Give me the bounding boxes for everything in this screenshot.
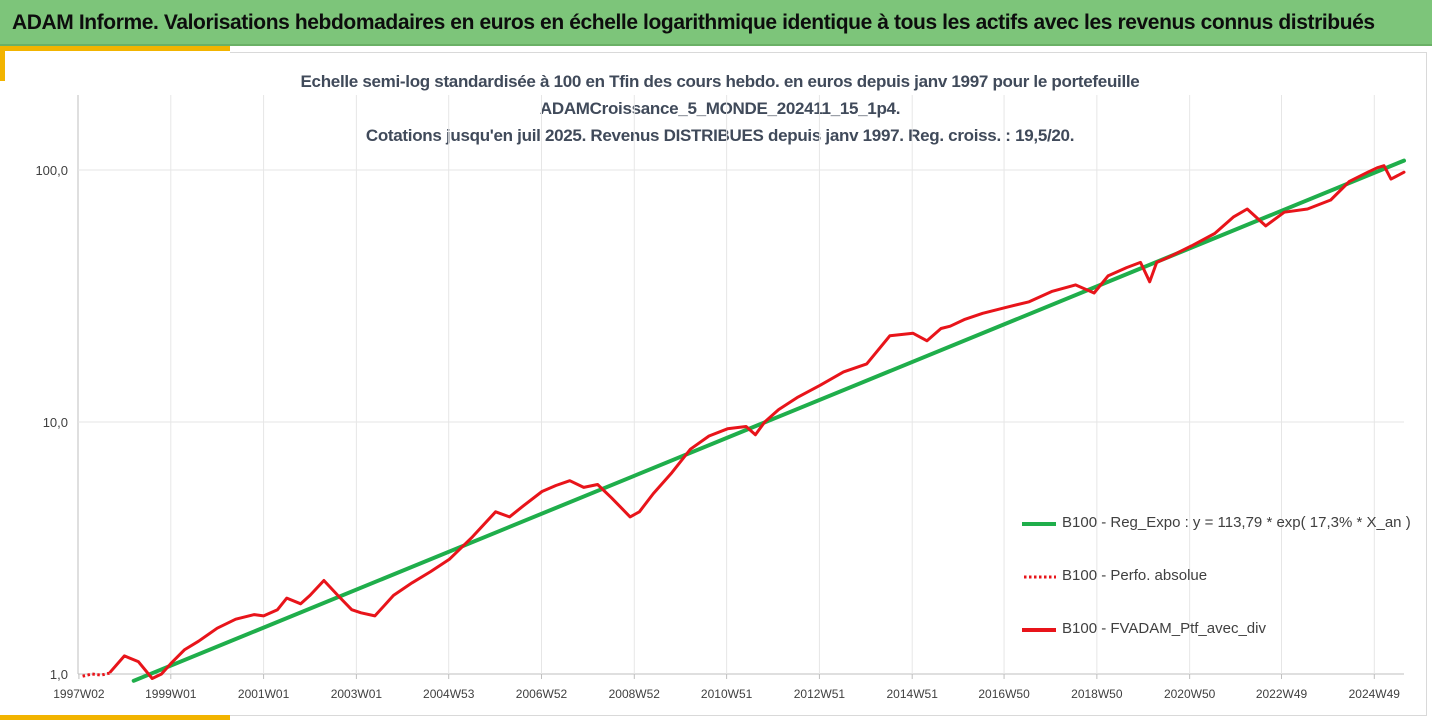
x-tick-label-8: 2012W51 xyxy=(794,687,846,701)
y-tick-label-2: 100,0 xyxy=(35,163,68,178)
header-banner: ADAM Informe. Valorisations hebdomadaire… xyxy=(0,0,1432,46)
x-tick-label-7: 2010W51 xyxy=(701,687,753,701)
x-tick-label-14: 2024W49 xyxy=(1349,687,1401,701)
x-tick-label-10: 2016W50 xyxy=(978,687,1030,701)
accent-bar-top xyxy=(0,46,230,51)
frame-border-bottom xyxy=(230,715,1427,716)
legend-swatch-perfo xyxy=(1024,575,1056,579)
y-tick-label-1: 10,0 xyxy=(43,415,68,430)
accent-bar-left xyxy=(0,46,5,81)
chart-title-line-3: Cotations jusqu'en juil 2025. Revenus DI… xyxy=(365,126,1075,145)
x-tick-label-11: 2018W50 xyxy=(1071,687,1123,701)
x-tick-label-13: 2022W49 xyxy=(1256,687,1308,701)
x-tick-label-0: 1997W02 xyxy=(53,687,105,701)
chart-title-line-1: Echelle semi-log standardisée à 100 en T… xyxy=(300,72,1140,91)
gridlines xyxy=(77,95,1404,679)
series-line-portfolio xyxy=(109,164,1406,680)
series-line-perfo xyxy=(82,671,111,678)
x-tick-label-5: 2006W52 xyxy=(516,687,568,701)
x-axis-ticks: 1997W02 1999W01 2001W01 2003W01 2004W53 2006W… xyxy=(53,687,1400,701)
legend-label-perfo: B100 - Perfo. absolue xyxy=(1062,567,1208,584)
series-lines xyxy=(82,158,1406,683)
frame-border-right xyxy=(1426,52,1427,716)
legend-label-regression: B100 - Reg_Expo : y = 113,79 * exp( 17,3… xyxy=(1062,514,1411,531)
y-tick-label-0: 1,0 xyxy=(50,667,68,682)
x-tick-label-12: 2020W50 xyxy=(1164,687,1216,701)
legend-swatch-regression xyxy=(1022,522,1056,526)
x-tick-label-1: 1999W01 xyxy=(145,687,197,701)
series-line-regression xyxy=(131,158,1406,683)
chart-title-line-2: ADAMCroissance_5_MONDE_202411_15_1p4. xyxy=(539,99,901,118)
x-tick-label-3: 2003W01 xyxy=(331,687,383,701)
page-title: ADAM Informe. Valorisations hebdomadaire… xyxy=(12,11,1375,34)
legend-label-portfolio: B100 - FVADAM_Ptf_avec_div xyxy=(1062,620,1266,637)
accent-bar-bottom xyxy=(0,715,230,720)
y-axis-ticks: 1,0 10,0 100,0 xyxy=(35,163,68,682)
x-tick-label-4: 2004W53 xyxy=(423,687,475,701)
x-tick-label-9: 2014W51 xyxy=(887,687,939,701)
x-tick-label-2: 2001W01 xyxy=(238,687,290,701)
legend-swatch-portfolio xyxy=(1022,628,1056,632)
x-tick-label-6: 2008W52 xyxy=(609,687,661,701)
frame-border-top xyxy=(230,52,1426,53)
